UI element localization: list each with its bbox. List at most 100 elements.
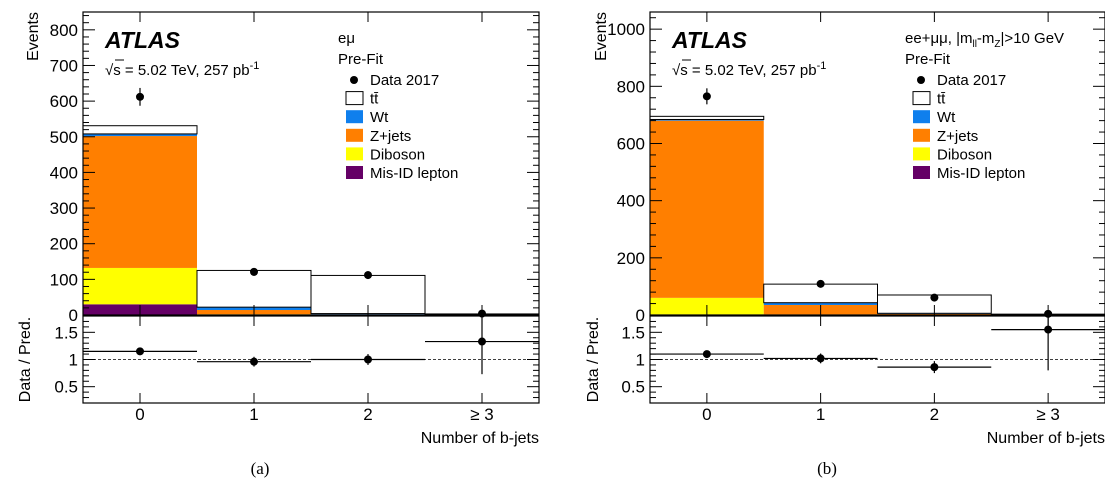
ratio-point-1: [250, 357, 258, 366]
y-tick-label: 1000: [607, 20, 645, 39]
ratio-y-axis-title: Data / Pred.: [585, 317, 602, 402]
x-tick-label-1: 1: [816, 405, 825, 424]
data-point-2: [930, 293, 939, 302]
y-tick-label: 400: [50, 163, 78, 182]
legend-entry-5: Mis-ID lepton: [937, 165, 1025, 182]
x-tick-label-1: 1: [249, 405, 258, 424]
x-axis-title: Number of b-jets: [987, 430, 1105, 447]
bar-wt-bin-0: [650, 119, 764, 121]
bar-wt-bin-0: [83, 133, 197, 137]
legend-swatch: [346, 128, 363, 142]
fit-label: Pre-Fit: [338, 51, 384, 68]
ratio-point-2: [364, 355, 372, 364]
energy-superscript: -1: [250, 60, 260, 72]
panel-caption: (a): [251, 459, 270, 478]
legend-swatch: [345, 91, 364, 106]
legend-swatch: [346, 110, 363, 124]
channel-label: ee+μμ, |mll-mZ|>10 GeV: [905, 30, 1064, 50]
y-tick-label: 800: [50, 21, 78, 40]
main-plot-frame: [82, 11, 540, 316]
y-tick-label: 200: [50, 235, 78, 254]
y-tick-label: 400: [617, 192, 645, 211]
data-point-0: [702, 92, 711, 101]
x-tick-label-3: ≥ 3: [1036, 405, 1060, 424]
data-point-0: [136, 92, 144, 101]
ratio-point-3: [478, 337, 486, 346]
energy-superscript: -1: [817, 60, 827, 72]
bar-wt-bin-1: [763, 302, 878, 305]
y-axis-title: Events: [25, 12, 42, 61]
legend-entry-1: tt̄: [370, 91, 379, 108]
ratio-y-tick-label: 0.5: [621, 378, 645, 397]
legend-swatch: [913, 147, 930, 161]
bar-tt--bin-0: [82, 125, 198, 135]
legend-data-marker: [350, 76, 358, 84]
data-point-2: [364, 271, 372, 280]
x-tick-label-2: 2: [930, 405, 939, 424]
energy-text: √s = 5.02 TeV, 257 pb: [672, 62, 817, 79]
bar-tt--bin-0: [649, 115, 765, 120]
y-tick-label: 0: [69, 306, 78, 325]
x-tick-label-0: 0: [135, 405, 144, 424]
x-tick-label-2: 2: [363, 405, 372, 424]
y-tick-label: 300: [50, 199, 78, 218]
x-axis-title: Number of b-jets: [421, 430, 539, 447]
bar-tt--bin-1: [196, 269, 312, 308]
x-tick-label-3: ≥ 3: [470, 405, 494, 424]
y-tick-label: 100: [50, 270, 78, 289]
panel-caption: (b): [817, 459, 837, 478]
legend-swatch: [346, 147, 363, 161]
y-tick-label: 0: [636, 306, 645, 325]
legend-data-marker: [917, 76, 925, 84]
legend-entry-3: Z+jets: [370, 128, 411, 145]
ratio-point-3: [1044, 325, 1053, 334]
channel-label: eμ: [338, 30, 355, 47]
energy-lumi-label: √s = 5.02 TeV, 257 pb-1: [672, 60, 826, 79]
ratio-point-2: [930, 363, 939, 372]
channel-text: eμ: [338, 30, 355, 47]
bar-z-jets-bin-0: [83, 136, 197, 268]
energy-lumi-label: √s = 5.02 TeV, 257 pb-1: [105, 60, 259, 79]
ratio-y-tick-label: 1.5: [54, 323, 78, 342]
legend-swatch: [913, 128, 930, 142]
legend-entry-2: Wt: [937, 109, 956, 126]
ratio-y-tick-label: 1: [69, 351, 78, 370]
bar-z-jets-bin-0: [650, 120, 764, 298]
y-tick-label: 800: [617, 77, 645, 96]
legend-swatch: [913, 110, 930, 124]
legend-entry-4: Diboson: [370, 146, 425, 163]
legend-entry-0: Data 2017: [937, 72, 1006, 89]
y-axis-title: Events: [593, 12, 610, 61]
channel-text: ee+μμ, |m: [905, 30, 972, 47]
main-plot-frame: [649, 11, 1105, 316]
channel-text-tail: |>10 GeV: [1001, 30, 1065, 47]
legend-entry-3: Z+jets: [937, 128, 978, 145]
y-tick-label: 600: [617, 134, 645, 153]
y-tick-label: 700: [50, 56, 78, 75]
data-point-1: [250, 267, 258, 276]
fit-label: Pre-Fit: [905, 51, 951, 68]
y-tick-label: 600: [50, 92, 78, 111]
y-tick-label: 500: [50, 128, 78, 147]
y-tick-label: 200: [617, 249, 645, 268]
ratio-y-tick-label: 0.5: [54, 378, 78, 397]
data-point-1: [816, 279, 825, 288]
legend-swatch: [346, 166, 363, 179]
ratio-y-axis-title: Data / Pred.: [17, 317, 34, 402]
channel-text-mid: -m: [977, 30, 995, 47]
legend-swatch: [913, 166, 930, 179]
ratio-point-1: [816, 354, 825, 363]
legend-swatch: [912, 91, 931, 106]
ratio-point-0: [702, 350, 711, 359]
legend-entry-0: Data 2017: [370, 72, 439, 89]
channel-subscript: ll: [972, 39, 976, 50]
legend-entry-4: Diboson: [937, 146, 992, 163]
x-tick-label-0: 0: [702, 405, 711, 424]
ratio-y-tick-label: 1: [636, 351, 645, 370]
ratio-point-0: [136, 347, 144, 356]
channel-subscript: Z: [994, 39, 1000, 50]
legend-entry-1: tt̄: [937, 91, 946, 108]
